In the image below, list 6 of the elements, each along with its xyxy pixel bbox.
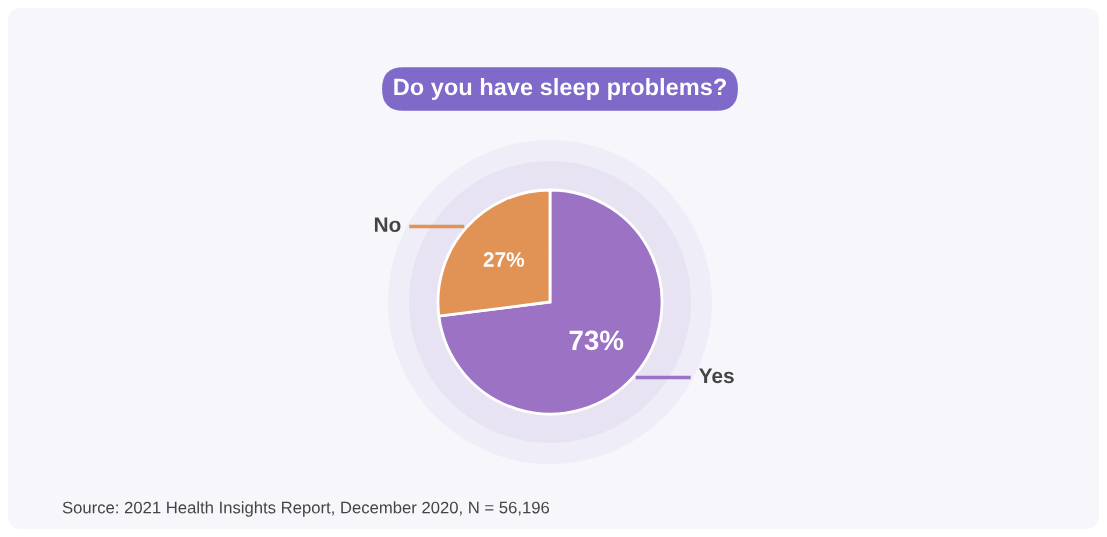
slice-label: No — [374, 217, 401, 233]
data-label: 27% — [483, 252, 525, 267]
data-label: 73% — [569, 330, 624, 351]
slice-label: Yes — [699, 368, 734, 384]
source-note: Source: 2021 Health Insights Report, December 2020, N = 56,196 — [62, 501, 550, 517]
chart-title: Do you have sleep problems? — [394, 78, 726, 100]
